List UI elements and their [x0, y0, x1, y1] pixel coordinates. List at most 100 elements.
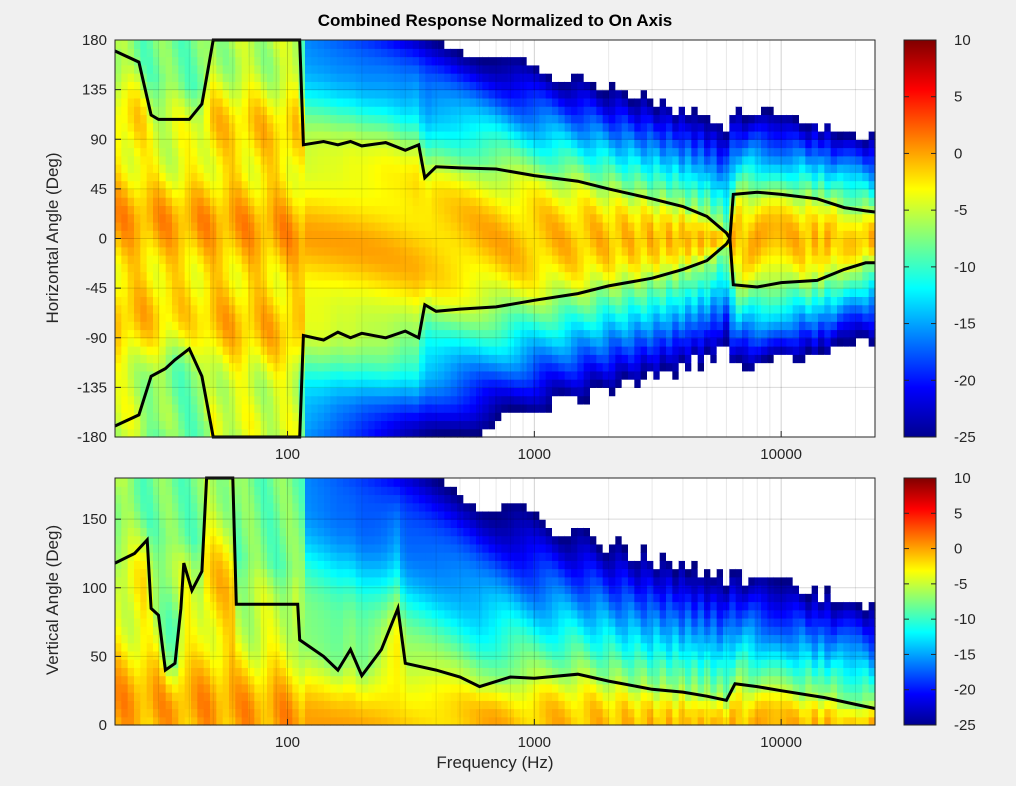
- heatmap-cell: [159, 337, 167, 347]
- heatmap-cell: [311, 188, 319, 198]
- heatmap-cell: [767, 428, 775, 438]
- heatmap-cell: [305, 122, 312, 132]
- heatmap-cell: [482, 213, 490, 223]
- heatmap-cell: [172, 40, 179, 49]
- heatmap-cell: [647, 263, 654, 273]
- heatmap-cell: [400, 180, 407, 190]
- heatmap-cell: [564, 147, 572, 157]
- heatmap-cell: [457, 89, 464, 99]
- heatmap-cell: [488, 246, 496, 256]
- heatmap-cell: [381, 379, 388, 388]
- heatmap-cell: [140, 97, 148, 107]
- heatmap-cell: [355, 420, 363, 430]
- heatmap-cell: [197, 73, 205, 82]
- heatmap-cell: [393, 122, 401, 132]
- heatmap-cell: [659, 354, 667, 364]
- heatmap-cell: [710, 172, 718, 182]
- heatmap-cell: [254, 296, 262, 306]
- heatmap-cell: [419, 288, 426, 297]
- heatmap-cell: [754, 56, 762, 66]
- heatmap-cell: [197, 420, 205, 430]
- heatmap-cell: [317, 263, 325, 273]
- heatmap-cell: [153, 255, 160, 264]
- heatmap-cell: [571, 81, 578, 91]
- heatmap-cell: [191, 238, 198, 248]
- heatmap-cell: [735, 370, 743, 380]
- heatmap-cell: [210, 337, 217, 347]
- heatmap-cell: [292, 420, 300, 430]
- heatmap-cell: [279, 106, 287, 116]
- heatmap-cell: [647, 304, 654, 314]
- heatmap-cell: [425, 97, 433, 107]
- heatmap-cell: [374, 130, 382, 140]
- heatmap-cell: [488, 147, 496, 157]
- heatmap-cell: [115, 238, 122, 248]
- heatmap-cell: [666, 81, 673, 91]
- heatmap-cell: [723, 395, 730, 405]
- heatmap-cell: [438, 81, 445, 91]
- heatmap-cell: [729, 412, 737, 422]
- heatmap-cell: [716, 213, 724, 223]
- heatmap-cell: [463, 354, 471, 364]
- heatmap-cell: [305, 329, 312, 339]
- heatmap-cell: [710, 97, 718, 107]
- heatmap-cell: [431, 130, 439, 140]
- heatmap-cell: [273, 403, 281, 413]
- heatmap-cell: [153, 346, 160, 355]
- heatmap-cell: [279, 271, 287, 281]
- heatmap-cell: [552, 279, 559, 289]
- heatmap-cell: [260, 114, 268, 124]
- heatmap-cell: [615, 197, 623, 207]
- heatmap-cell: [229, 246, 236, 256]
- heatmap-cell: [317, 106, 325, 116]
- heatmap-cell: [267, 172, 274, 182]
- heatmap-cell: [583, 40, 591, 49]
- heatmap-cell: [374, 172, 382, 182]
- heatmap-cell: [533, 263, 540, 273]
- heatmap-cell: [444, 172, 452, 182]
- heatmap-cell: [254, 130, 262, 140]
- heatmap-cell: [539, 230, 547, 240]
- heatmap-cell: [482, 337, 490, 347]
- heatmap-cell: [697, 106, 705, 116]
- heatmap-cell: [412, 387, 420, 397]
- heatmap-cell: [115, 403, 122, 413]
- heatmap-cell: [495, 420, 502, 430]
- heatmap-cell: [457, 213, 464, 223]
- heatmap-cell: [634, 288, 642, 297]
- heatmap-cell: [121, 337, 129, 347]
- heatmap-cell: [666, 255, 673, 264]
- heatmap-cell: [216, 56, 224, 66]
- heatmap-cell: [653, 263, 661, 273]
- heatmap-cell: [761, 122, 768, 132]
- heatmap-cell: [520, 395, 528, 405]
- heatmap-cell: [469, 279, 477, 289]
- heatmap-cell: [279, 362, 287, 372]
- heatmap-cell: [767, 403, 775, 413]
- heatmap-cell: [558, 213, 566, 223]
- heatmap-cell: [444, 288, 452, 297]
- heatmap-cell: [678, 147, 686, 157]
- heatmap-cell: [583, 304, 591, 314]
- heatmap-cell: [222, 296, 230, 306]
- heatmap-cell: [495, 197, 502, 207]
- heatmap-cell: [653, 188, 661, 198]
- heatmap-cell: [716, 64, 724, 74]
- heatmap-cell: [197, 329, 205, 339]
- heatmap-cell: [558, 180, 566, 190]
- heatmap-cell: [159, 329, 167, 339]
- heatmap-cell: [710, 164, 718, 173]
- heatmap-cell: [520, 89, 528, 99]
- heatmap-cell: [488, 321, 496, 331]
- heatmap-cell: [742, 139, 749, 149]
- heatmap-cell: [678, 155, 686, 165]
- heatmap-cell: [742, 271, 749, 281]
- heatmap-cell: [260, 213, 268, 223]
- heatmap-cell: [710, 147, 718, 157]
- heatmap-cell: [324, 97, 331, 107]
- heatmap-cell: [564, 312, 572, 322]
- heatmap-cell: [742, 428, 749, 438]
- heatmap-cell: [343, 238, 350, 248]
- heatmap-cell: [203, 48, 211, 58]
- heatmap-cell: [178, 89, 186, 99]
